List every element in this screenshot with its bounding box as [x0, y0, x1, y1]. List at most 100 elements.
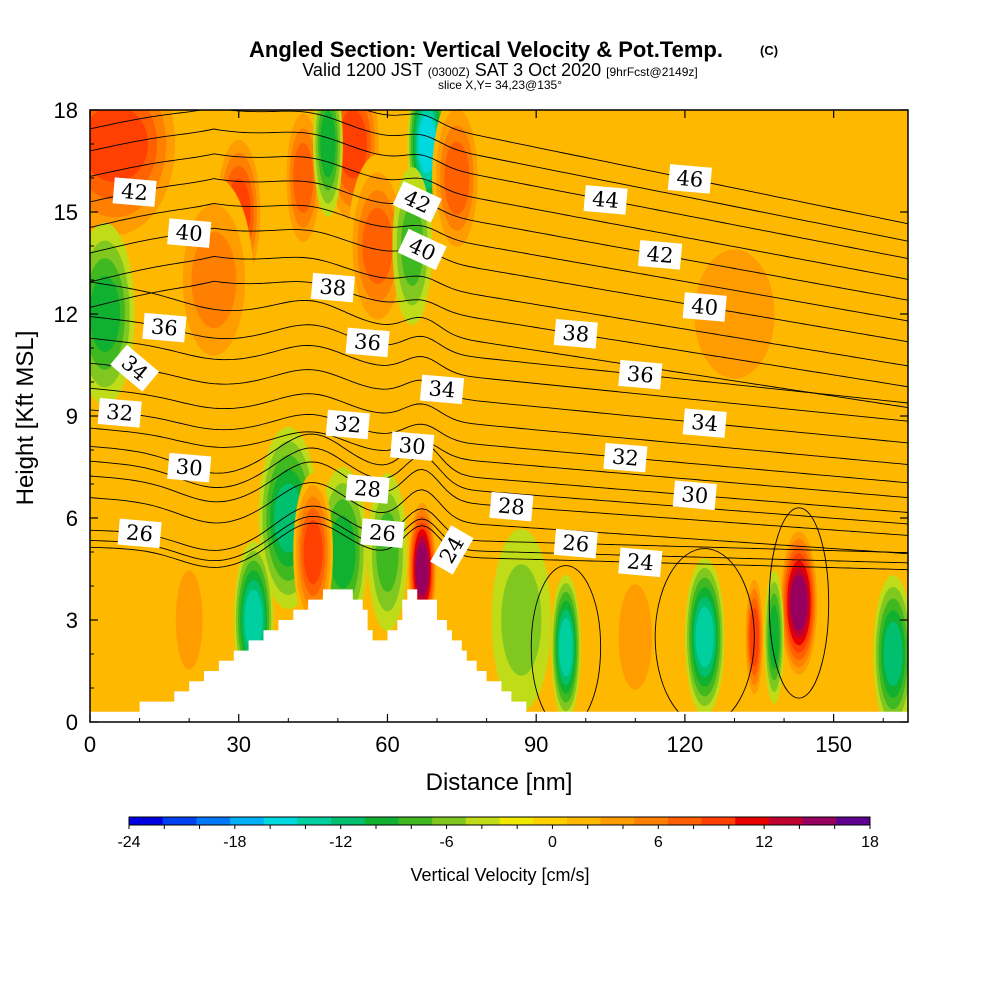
isentrope-label-text: 32 — [333, 411, 362, 437]
isentrope-label-text: 26 — [561, 530, 590, 556]
velocity-contour — [244, 589, 263, 651]
isentrope-label: 36 — [618, 359, 663, 390]
isentrope-label-bg — [583, 185, 628, 215]
colorbar-swatch — [701, 817, 736, 825]
isentrope-label-bg — [618, 359, 663, 390]
velocity-contour — [415, 542, 429, 596]
velocity-contour — [769, 605, 780, 669]
isentrope-label-text: 28 — [497, 493, 526, 519]
velocity-contour — [362, 207, 393, 285]
colorbar-tick-label: -18 — [223, 834, 246, 851]
isentrope-label: 32 — [603, 442, 648, 473]
colorbar-swatch — [802, 817, 837, 825]
isentrope-label-bg — [360, 518, 405, 548]
velocity-cell — [610, 552, 661, 722]
isentrope-36 — [90, 316, 908, 404]
velocity-contour — [90, 275, 121, 353]
x-tick-label: 0 — [84, 732, 96, 757]
isentrope-label-bg — [345, 474, 390, 504]
colorbar-swatch — [398, 817, 433, 825]
subtitle-date: SAT 3 Oct 2020 — [475, 60, 601, 80]
velocity-contour — [790, 575, 808, 631]
isentrope-label-text: 44 — [591, 187, 620, 213]
velocity-cell — [873, 575, 908, 722]
x-tick-label: 60 — [375, 732, 399, 757]
isentrope-label-bg — [310, 272, 355, 303]
velocity-contour — [303, 519, 323, 585]
colorbar — [128, 816, 871, 826]
chart-title: Angled Section: Vertical Velocity & Pot.… — [249, 37, 723, 62]
velocity-contour — [293, 142, 314, 214]
colorbar-swatch — [129, 817, 164, 825]
isentrope-label-bg — [117, 518, 162, 549]
isentrope-33 — [90, 387, 908, 466]
isentrope-label: 26 — [117, 518, 162, 549]
isentrope-41 — [90, 202, 908, 322]
velocity-contour — [883, 621, 903, 687]
isentrope-label-bg — [397, 228, 447, 271]
isentrope-label-text: 30 — [398, 433, 427, 459]
velocity-cell — [174, 176, 254, 384]
colorbar-swatch — [768, 817, 804, 825]
velocity-cell — [764, 570, 785, 704]
isentrope-label-text: 26 — [368, 520, 397, 546]
colorbar-swatch — [162, 817, 197, 825]
isentrope-26 — [90, 505, 908, 554]
isentrope-27 — [90, 482, 908, 555]
colorbar-swatch — [735, 817, 770, 825]
y-tick-label: 15 — [54, 200, 78, 225]
isentrope-label: 42 — [638, 240, 683, 270]
isentrope-label-bg — [392, 181, 442, 223]
isentrope-label-bg — [682, 292, 727, 322]
x-tick-label: 120 — [667, 732, 704, 757]
colorbar-label: Vertical Velocity [cm/s] — [410, 865, 589, 885]
isentrope-label-bg — [110, 344, 160, 392]
isentrope-40 — [90, 227, 908, 343]
velocity-contour — [444, 141, 470, 215]
colorbar-tick-label: 6 — [654, 834, 663, 851]
isentrope-label: 42 — [112, 177, 157, 207]
isentrope-39 — [90, 255, 908, 367]
subtitle-utc: (0300Z) — [428, 65, 470, 79]
isentrope-label-bg — [603, 442, 648, 473]
isentrope-label: 46 — [667, 164, 712, 194]
isentrope-38 — [90, 280, 908, 388]
isentrope-label-text: 24 — [626, 549, 655, 575]
colorbar-swatch — [263, 817, 298, 825]
low-level-isentrope — [768, 507, 830, 699]
isentrope-label-text: 34 — [428, 376, 457, 402]
velocity-contour — [695, 606, 714, 668]
isentrope-34 — [90, 362, 908, 444]
x-tick-label: 90 — [524, 732, 548, 757]
velocity-cell — [674, 205, 794, 423]
isentrope-label: 26 — [553, 528, 598, 559]
isentrope-label-text: 36 — [353, 329, 382, 355]
isentrope-label: 38 — [553, 319, 598, 349]
isentrope-label: 30 — [167, 452, 212, 483]
colorbar-swatch — [667, 817, 703, 825]
isentrope-label: 38 — [310, 272, 355, 303]
isentrope-label-text: 36 — [150, 314, 179, 340]
y-tick-label: 12 — [54, 302, 78, 327]
velocity-contour — [90, 110, 149, 183]
colorbar-swatch — [364, 817, 399, 825]
colorbar-swatch — [836, 817, 871, 825]
isentrope-label-text: 26 — [125, 520, 154, 546]
isentrope-label: 26 — [360, 518, 405, 548]
isentrope-label-text: 30 — [680, 482, 709, 508]
colorbar-swatch — [331, 817, 366, 825]
isentrope-43 — [90, 153, 908, 280]
colorbar-swatch — [634, 817, 669, 825]
colorbar-tick-label: 12 — [755, 834, 773, 851]
isentrope-label-text: 40 — [175, 220, 204, 246]
isentrope-label: 28 — [489, 491, 534, 522]
isentrope-label: 32 — [325, 409, 370, 440]
colorbar-swatch — [600, 817, 635, 825]
isentrope-label: 34 — [419, 374, 465, 405]
colorbar-tick-label: -12 — [329, 834, 352, 851]
y-axis-label: Height [Kft MSL] — [12, 331, 39, 506]
isentrope-label: 24 — [618, 547, 663, 578]
